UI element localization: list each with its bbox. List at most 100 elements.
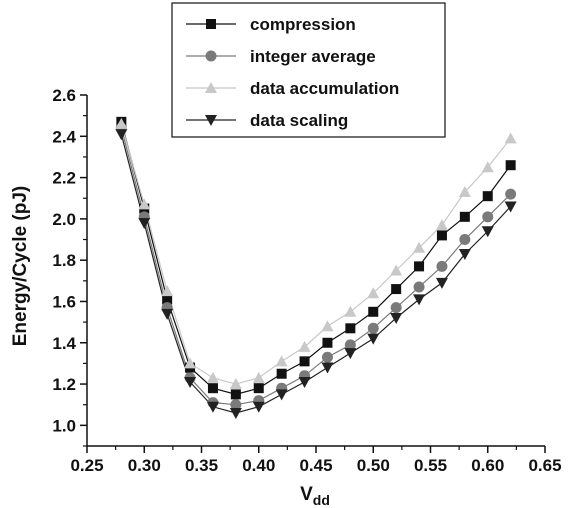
data-point-compression bbox=[299, 356, 310, 367]
y-tick-label: 1.2 bbox=[52, 375, 76, 394]
y-tick-label: 1.8 bbox=[52, 251, 76, 270]
y-tick-label: 1.6 bbox=[52, 292, 76, 311]
data-point-compression bbox=[322, 337, 333, 348]
data-point-data-scaling bbox=[298, 376, 311, 388]
data-point-data-scaling bbox=[367, 333, 380, 345]
data-point-data-accumulation bbox=[390, 264, 403, 276]
data-point-integer-average bbox=[436, 260, 448, 272]
data-point-compression bbox=[414, 261, 425, 272]
data-point-data-scaling bbox=[138, 218, 151, 230]
legend-marker bbox=[205, 82, 217, 93]
data-point-compression bbox=[436, 230, 447, 241]
data-point-data-accumulation bbox=[275, 355, 288, 367]
data-point-data-accumulation bbox=[115, 117, 128, 129]
data-point-data-scaling bbox=[161, 308, 174, 320]
legend-label: data scaling bbox=[250, 111, 348, 130]
data-point-integer-average bbox=[482, 211, 494, 223]
data-point-integer-average bbox=[344, 339, 356, 351]
data-point-data-scaling bbox=[321, 362, 334, 374]
data-point-data-accumulation bbox=[321, 320, 334, 332]
data-point-integer-average bbox=[367, 322, 379, 334]
y-tick-label: 2.0 bbox=[52, 210, 76, 229]
series-lines bbox=[120, 121, 512, 414]
data-point-compression bbox=[391, 284, 402, 295]
data-point-data-accumulation bbox=[298, 340, 311, 352]
y-tick-label: 2.4 bbox=[52, 127, 76, 146]
data-point-data-scaling bbox=[458, 248, 471, 260]
legend: compression integer average data accumulat… bbox=[171, 2, 446, 138]
data-point-data-scaling bbox=[481, 226, 494, 238]
data-point-data-scaling bbox=[115, 129, 128, 141]
data-point-data-scaling bbox=[206, 401, 219, 413]
x-tick-label: 0.55 bbox=[414, 456, 447, 475]
x-tick-label: 0.50 bbox=[357, 456, 390, 475]
data-point-data-scaling bbox=[229, 407, 242, 419]
data-point-data-accumulation bbox=[458, 186, 471, 198]
data-point-data-accumulation bbox=[344, 305, 357, 317]
x-axis-ticks: 0.25 0.30 0.35 0.40 0.45 0.50 0.55 0.60 0.65 bbox=[70, 446, 562, 475]
y-tick-label: 1.0 bbox=[52, 416, 76, 435]
data-point-data-scaling bbox=[390, 312, 403, 324]
data-point-compression bbox=[253, 383, 264, 394]
legend-marker bbox=[205, 115, 217, 126]
data-point-integer-average bbox=[413, 281, 425, 293]
x-tick-label: 0.65 bbox=[528, 456, 561, 475]
data-point-data-scaling bbox=[435, 277, 448, 289]
data-point-data-scaling bbox=[413, 294, 426, 306]
series-line-integer-average bbox=[120, 127, 512, 406]
y-tick-label: 2.2 bbox=[52, 169, 76, 188]
x-tick-label: 0.60 bbox=[471, 456, 504, 475]
data-point-data-accumulation bbox=[413, 241, 426, 253]
x-tick-label: 0.45 bbox=[299, 456, 332, 475]
x-axis-title: Vdd bbox=[300, 484, 330, 508]
data-point-compression bbox=[276, 368, 287, 379]
data-point-integer-average bbox=[321, 351, 333, 363]
data-point-integer-average bbox=[459, 234, 471, 246]
y-axis-title: Energy/Cycle (pJ) bbox=[10, 186, 31, 347]
data-point-data-accumulation bbox=[229, 378, 242, 390]
data-point-data-accumulation bbox=[206, 371, 219, 383]
data-point-compression bbox=[345, 323, 356, 334]
data-point-compression bbox=[482, 191, 493, 202]
data-point-compression bbox=[505, 160, 516, 171]
data-point-data-accumulation bbox=[252, 371, 265, 383]
series-line-compression bbox=[120, 121, 512, 396]
y-tick-label: 1.4 bbox=[52, 334, 76, 353]
data-point-integer-average bbox=[230, 399, 242, 411]
data-point-data-accumulation bbox=[481, 161, 494, 173]
x-tick-label: 0.25 bbox=[70, 456, 103, 475]
data-point-data-scaling bbox=[184, 376, 197, 388]
y-axis-ticks: 1.0 1.2 1.4 1.6 1.8 2.0 2.2 2.4 2.6 bbox=[52, 86, 87, 447]
data-point-data-accumulation bbox=[138, 198, 151, 210]
series-line-data-scaling bbox=[120, 134, 512, 414]
data-point-compression bbox=[459, 211, 470, 222]
data-point-data-accumulation bbox=[504, 132, 517, 144]
data-point-data-scaling bbox=[275, 389, 288, 401]
data-point-compression bbox=[162, 294, 173, 305]
data-point-compression bbox=[368, 306, 379, 317]
data-point-data-scaling bbox=[344, 348, 357, 360]
series-markers bbox=[115, 116, 517, 419]
data-point-compression bbox=[230, 389, 241, 400]
series-line-data-accumulation bbox=[120, 123, 512, 385]
legend-marker bbox=[205, 50, 217, 62]
x-tick-label: 0.30 bbox=[128, 456, 161, 475]
legend-marker bbox=[206, 19, 216, 29]
data-point-integer-average bbox=[505, 188, 517, 200]
legend-label: compression bbox=[250, 15, 356, 34]
data-point-data-scaling bbox=[252, 401, 265, 413]
data-point-data-scaling bbox=[504, 201, 517, 213]
data-point-data-accumulation bbox=[367, 287, 380, 299]
data-point-data-accumulation bbox=[184, 357, 197, 369]
legend-label: data accumulation bbox=[250, 79, 399, 98]
data-point-data-accumulation bbox=[435, 219, 448, 231]
legend-label: integer average bbox=[250, 47, 376, 66]
y-tick-label: 2.6 bbox=[52, 86, 76, 105]
data-point-integer-average bbox=[390, 302, 402, 314]
x-tick-label: 0.35 bbox=[185, 456, 218, 475]
x-tick-label: 0.40 bbox=[242, 456, 275, 475]
data-point-data-accumulation bbox=[161, 285, 174, 297]
data-point-compression bbox=[207, 383, 218, 394]
legend-box bbox=[171, 2, 446, 138]
